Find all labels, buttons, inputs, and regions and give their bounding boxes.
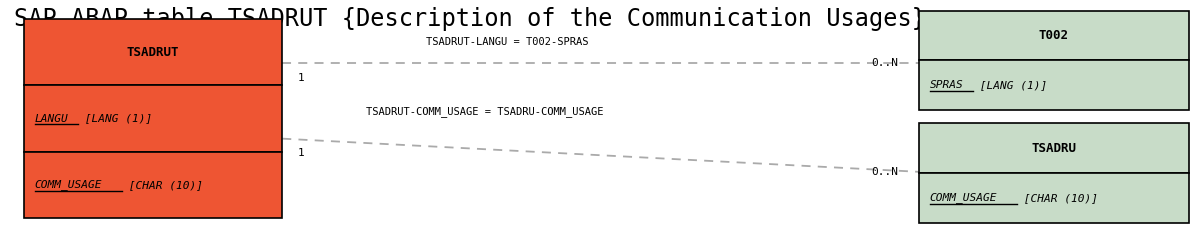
Text: 1: 1 <box>298 73 305 83</box>
Bar <box>919 60 1189 110</box>
Text: [CHAR (10)]: [CHAR (10)] <box>1017 193 1098 203</box>
Text: COMM_USAGE: COMM_USAGE <box>930 192 997 203</box>
Text: 0..N: 0..N <box>872 167 898 177</box>
Text: TSADRUT-LANGU = T002-SPRAS: TSADRUT-LANGU = T002-SPRAS <box>426 37 588 47</box>
Text: SAP ABAP table TSADRUT {Description of the Communication Usages}: SAP ABAP table TSADRUT {Description of t… <box>14 7 926 31</box>
Text: LANGU: LANGU <box>35 114 68 123</box>
Bar <box>919 11 1189 60</box>
Text: TSADRUT-COMM_USAGE = TSADRU-COMM_USAGE: TSADRUT-COMM_USAGE = TSADRU-COMM_USAGE <box>366 106 604 117</box>
Text: [LANG (1)]: [LANG (1)] <box>973 80 1047 90</box>
Bar <box>919 123 1189 173</box>
Text: [CHAR (10)]: [CHAR (10)] <box>123 180 203 190</box>
Text: TSADRUT: TSADRUT <box>127 46 179 59</box>
Text: COMM_USAGE: COMM_USAGE <box>35 179 102 190</box>
Text: 0..N: 0..N <box>872 58 898 68</box>
Bar <box>24 85 282 152</box>
Text: 1: 1 <box>298 148 305 158</box>
Text: SPRAS: SPRAS <box>930 80 963 90</box>
Text: T002: T002 <box>1039 29 1069 42</box>
Bar <box>24 152 282 218</box>
Bar <box>919 173 1189 223</box>
Bar <box>24 19 282 85</box>
Text: [LANG (1)]: [LANG (1)] <box>78 114 153 123</box>
Text: TSADRU: TSADRU <box>1032 142 1076 155</box>
